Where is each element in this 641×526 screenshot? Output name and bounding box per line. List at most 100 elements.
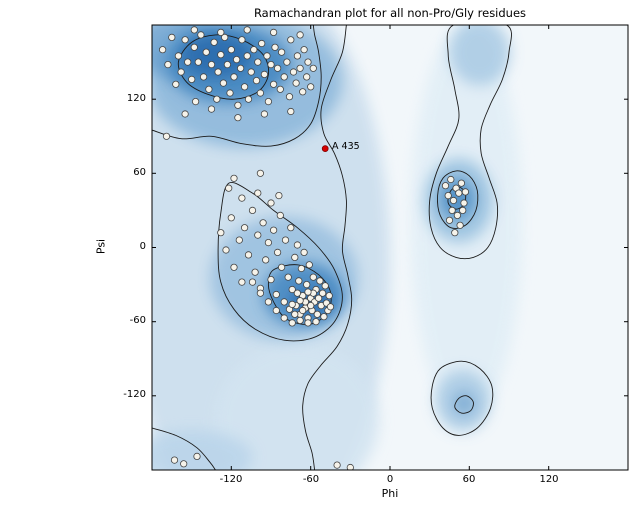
residue-point [256,89,264,97]
residue-point [237,64,245,72]
residue-point [230,73,238,81]
residue-point [217,51,225,59]
residue-point [326,303,335,311]
residue-point [174,52,182,60]
residue-point [461,188,469,196]
residue-point [227,46,235,54]
residue-point [217,229,225,237]
residue-point [272,306,280,315]
residue-point [287,36,295,44]
residue-point [285,93,294,101]
residue-point [235,236,243,244]
residue-point [184,58,192,66]
residue-point [260,70,268,79]
y-tick-label: 0 [139,241,146,252]
residue-point [289,68,298,76]
residue-point [296,31,304,39]
residue-point [214,68,222,76]
residue-point [263,52,271,60]
residue-point [444,192,452,200]
residue-point [197,31,205,39]
residue-point [451,229,459,237]
residue-point [234,101,242,109]
y-tick-label: 120 [126,93,146,104]
contour-line [437,170,479,229]
residue-point [269,226,278,234]
residue-point [277,263,286,271]
residue-point [194,58,202,66]
residue-point [303,280,311,289]
residue-point [254,189,262,197]
residue-point [304,319,312,327]
residue-point [248,278,257,286]
residue-point [307,83,315,91]
residue-point [275,192,283,200]
residue-point [244,95,253,103]
residue-point [262,256,270,264]
residue-point [217,28,225,37]
residue-point [241,83,249,91]
residue-point [293,241,301,249]
residue-point [256,289,264,297]
residue-point [297,264,305,273]
residue-point [264,239,272,247]
contour-line [152,427,216,470]
residue-point [333,461,341,469]
residue-point [180,460,188,468]
residue-point [190,43,198,51]
residue-point [267,199,275,207]
residue-point [264,298,272,306]
residue-point [287,107,295,116]
residue-point [267,60,275,69]
residue-point [291,310,299,318]
y-axis-label: Psi [94,238,108,255]
residue-point [307,301,315,310]
residue-point [159,46,167,54]
residue-point [193,452,201,460]
x-tick-label: 120 [539,474,559,485]
residue-point [260,110,268,118]
residue-point [227,214,235,222]
residue-point [188,75,196,84]
residue-point [288,319,296,327]
residue-point [277,48,286,56]
residue-point [230,174,238,182]
residue-point [309,64,317,72]
residue-point [170,456,179,464]
x-tick-label: 0 [386,474,394,485]
residue-point [202,48,210,56]
contour-lines [152,25,512,470]
residue-point [256,169,264,177]
residue-point [230,263,238,271]
residue-point [251,268,259,276]
residue-point [453,211,461,219]
residue-point [225,184,233,192]
residue-point [304,58,312,66]
residue-point [296,316,304,324]
residue-point [162,132,171,140]
residue-point [321,282,329,290]
residue-point [243,52,251,60]
residue-point [456,221,464,229]
residue-point [164,60,172,69]
residue-point [248,206,257,214]
contour-line [267,264,332,325]
residue-point [346,463,354,470]
residue-point [325,292,333,300]
residue-point [293,289,301,297]
residue-point [264,98,272,106]
residue-point [293,52,301,60]
residue-point [252,77,261,85]
residue-point [250,46,258,54]
residue-point [233,55,241,64]
residue-point [288,285,296,294]
residue-point [288,300,296,308]
residue-point [226,89,234,97]
residue-point [460,199,468,207]
plot-title: Ramachandran plot for all non-Pro/Gly re… [253,6,527,20]
residue-point [305,261,313,269]
residue-point [181,36,189,44]
residue-point [457,179,465,187]
